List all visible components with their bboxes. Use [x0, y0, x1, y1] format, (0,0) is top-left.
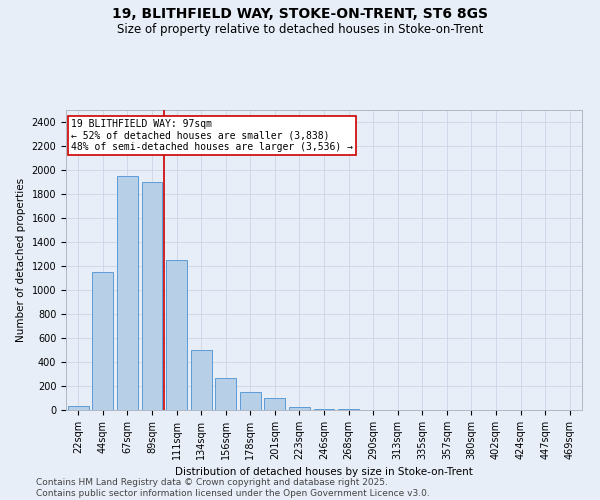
Bar: [215, 378, 236, 410]
Bar: [314, 409, 334, 410]
Bar: [92, 272, 113, 410]
X-axis label: Distribution of detached houses by size in Stoke-on-Trent: Distribution of detached houses by size …: [175, 468, 473, 477]
Text: Size of property relative to detached houses in Stoke-on-Trent: Size of property relative to detached ho…: [117, 22, 483, 36]
Bar: [142, 182, 163, 410]
Bar: [166, 260, 187, 410]
Bar: [68, 406, 89, 410]
Text: Contains HM Land Registry data © Crown copyright and database right 2025.
Contai: Contains HM Land Registry data © Crown c…: [36, 478, 430, 498]
Bar: [265, 398, 286, 410]
Bar: [289, 407, 310, 410]
Text: 19 BLITHFIELD WAY: 97sqm
← 52% of detached houses are smaller (3,838)
48% of sem: 19 BLITHFIELD WAY: 97sqm ← 52% of detach…: [71, 119, 353, 152]
Bar: [240, 392, 261, 410]
Text: 19, BLITHFIELD WAY, STOKE-ON-TRENT, ST6 8GS: 19, BLITHFIELD WAY, STOKE-ON-TRENT, ST6 …: [112, 8, 488, 22]
Y-axis label: Number of detached properties: Number of detached properties: [16, 178, 26, 342]
Bar: [117, 176, 138, 410]
Bar: [191, 350, 212, 410]
